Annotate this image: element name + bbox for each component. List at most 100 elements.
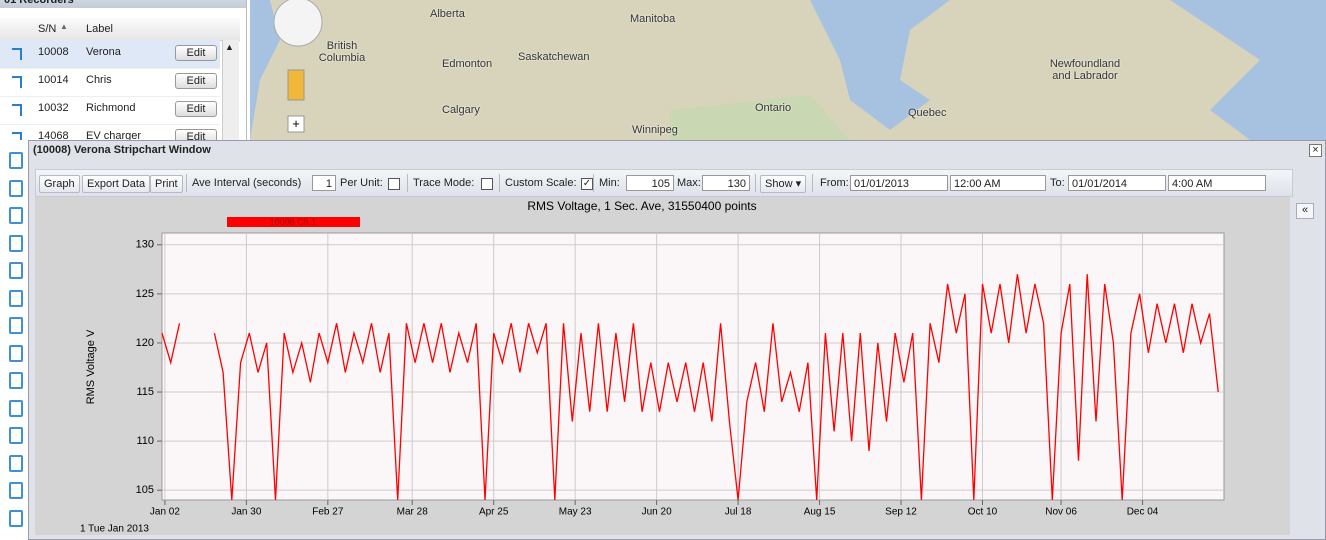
max-input[interactable]: 130 xyxy=(702,175,750,191)
map-label: Saskatchewan xyxy=(518,51,590,63)
row-icon xyxy=(12,104,22,116)
separator xyxy=(407,174,408,192)
per-unit-checkbox[interactable] xyxy=(388,178,400,190)
window-title: (10008) Verona Stripchart Window xyxy=(33,144,211,156)
recorder-label: Richmond xyxy=(86,102,136,114)
pan-control[interactable] xyxy=(273,0,323,47)
hudson-bay xyxy=(810,0,950,130)
column-label[interactable]: Label xyxy=(86,23,113,35)
recorder-icon[interactable] xyxy=(9,317,23,334)
recorder-icon[interactable] xyxy=(9,427,23,444)
edit-button[interactable]: Edit xyxy=(175,129,217,140)
zoom-in[interactable] xyxy=(287,115,305,133)
x-tick-label: Apr 25 xyxy=(479,507,509,518)
map-label: Manitoba xyxy=(630,13,676,25)
map-label: Calgary xyxy=(442,104,480,116)
recorder-row[interactable]: 10014 Chris Edit xyxy=(0,68,220,97)
zoom-in-label: + xyxy=(292,116,300,131)
edit-button[interactable]: Edit xyxy=(175,73,217,89)
recorder-label: Chris xyxy=(86,74,112,86)
scroll-up[interactable]: ▲ xyxy=(225,42,234,52)
x-tick-label: May 23 xyxy=(559,507,592,518)
pacific xyxy=(250,0,280,140)
recorder-row[interactable]: 10032 Richmond Edit xyxy=(0,96,220,125)
column-label[interactable]: S/N xyxy=(38,23,57,35)
recorder-icon[interactable] xyxy=(9,152,23,169)
x-tick-label: Jun 20 xyxy=(642,507,672,518)
edit-button[interactable]: Edit xyxy=(175,101,217,117)
x-tick-label: Jan 30 xyxy=(231,507,261,518)
x-tick-label: Jan 02 xyxy=(150,507,180,518)
recorder-row[interactable]: 14068 EV charger Edit xyxy=(0,124,220,140)
min-label: Min: xyxy=(599,177,620,189)
serial-number: 10032 xyxy=(38,102,69,114)
y-tick-label: 110 xyxy=(136,435,154,447)
map-label: Edmonton xyxy=(442,58,493,70)
separator xyxy=(755,174,756,192)
separator xyxy=(593,174,594,192)
map-label: Alberta xyxy=(430,8,465,20)
map[interactable]: + Alberta Manitoba British Columbia Edmo… xyxy=(250,0,1326,140)
recorder-icon[interactable] xyxy=(9,399,23,417)
chart-title: RMS Voltage, 1 Sec. Ave, 31550400 points xyxy=(527,199,756,213)
recorder-icon[interactable] xyxy=(9,207,23,224)
serial-number: 10008 xyxy=(38,46,69,58)
recorder-icon[interactable] xyxy=(9,179,23,197)
recorder-icon[interactable] xyxy=(9,262,23,279)
map-shapes: + xyxy=(250,0,1326,140)
ave-interval-input[interactable]: 1 xyxy=(312,175,336,191)
edit-button[interactable]: Edit xyxy=(175,45,217,61)
toolbar: Graph Export Data Print Ave Interval (se… xyxy=(35,169,1293,197)
map-label: Ontario xyxy=(755,102,792,114)
trace-mode-checkbox[interactable] xyxy=(481,178,493,190)
serial-number: 14068 xyxy=(38,130,69,140)
plot-area xyxy=(161,232,1225,501)
to-date[interactable]: 01/01/2014 xyxy=(1068,175,1166,191)
recorder-row[interactable]: 10008 Verona Edit xyxy=(0,40,220,69)
recorder-icon[interactable] xyxy=(9,234,23,252)
export-button[interactable]: Export Data xyxy=(82,175,151,193)
map-label: Winnipeg xyxy=(632,124,678,136)
recorder-icon[interactable] xyxy=(9,289,23,307)
pegman[interactable] xyxy=(287,69,305,101)
min-input[interactable]: 105 xyxy=(626,175,674,191)
column-header: S/N ▲ Label xyxy=(0,18,240,41)
recorder-icon[interactable] xyxy=(9,509,23,527)
x-tick-label: Sep 12 xyxy=(885,507,917,518)
x-tick-label: Oct 10 xyxy=(968,507,998,518)
serial-number: 10014 xyxy=(38,74,69,86)
chart: RMS Voltage, 1 Sec. Ave, 31550400 points… xyxy=(35,197,1290,535)
legend-label: 10008 Ch.1 xyxy=(270,217,317,227)
recorder-panel: 01 Recorders S/N ▲ Label ▲ 10008 Verona Ed… xyxy=(0,0,247,140)
from-label: From: xyxy=(820,177,849,189)
separator xyxy=(812,174,813,192)
print-button[interactable]: Print xyxy=(150,175,183,193)
scrollbar[interactable] xyxy=(222,40,239,140)
recorder-label: EV charger xyxy=(86,130,142,140)
ave-interval-label: Ave Interval (seconds) xyxy=(192,177,302,189)
recorder-icon[interactable] xyxy=(9,344,23,362)
recorder-icon[interactable] xyxy=(9,454,23,472)
close-button[interactable]: × xyxy=(1309,144,1322,157)
from-time[interactable]: 12:00 AM xyxy=(950,175,1046,191)
graph-button[interactable]: Graph xyxy=(39,175,80,193)
y-tick-label: 105 xyxy=(136,484,154,496)
recorder-icon[interactable] xyxy=(9,372,23,389)
map-label: Newfoundland and Labrador xyxy=(1049,58,1121,82)
collapse-button[interactable]: « xyxy=(1296,203,1314,219)
show-menu[interactable]: Show ▾ xyxy=(760,175,807,193)
y-tick-label: 120 xyxy=(136,337,154,349)
map-label: Quebec xyxy=(908,107,947,119)
y-tick-label: 115 xyxy=(136,386,154,398)
panel-title: 01 Recorders xyxy=(0,0,246,8)
custom-scale-checkbox[interactable]: ✓ xyxy=(581,178,593,190)
from-date[interactable]: 01/01/2013 xyxy=(850,175,948,191)
max-label: Max: xyxy=(677,177,701,189)
to-label: To: xyxy=(1050,177,1065,189)
x-tick-label: Jul 18 xyxy=(725,507,752,518)
atlantic xyxy=(1170,0,1326,140)
recorder-label: Verona xyxy=(86,46,121,58)
recorder-icon[interactable] xyxy=(9,482,23,499)
to-time[interactable]: 4:00 AM xyxy=(1168,175,1266,191)
